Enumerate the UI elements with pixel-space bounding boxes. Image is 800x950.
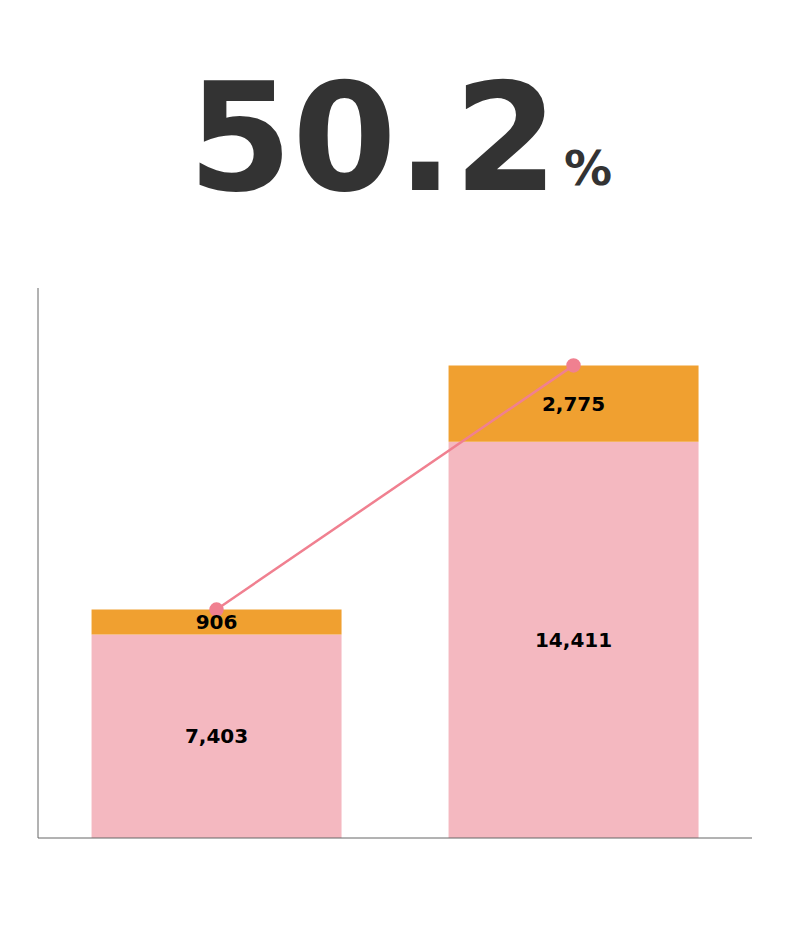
html-text:50.2: 50.2 (187, 51, 558, 225)
svg-text:906: 906 (196, 610, 238, 634)
svg-text:14,411: 14,411 (535, 628, 612, 652)
svg-text:2,775: 2,775 (542, 392, 605, 416)
svg-text:7,403: 7,403 (185, 724, 248, 748)
